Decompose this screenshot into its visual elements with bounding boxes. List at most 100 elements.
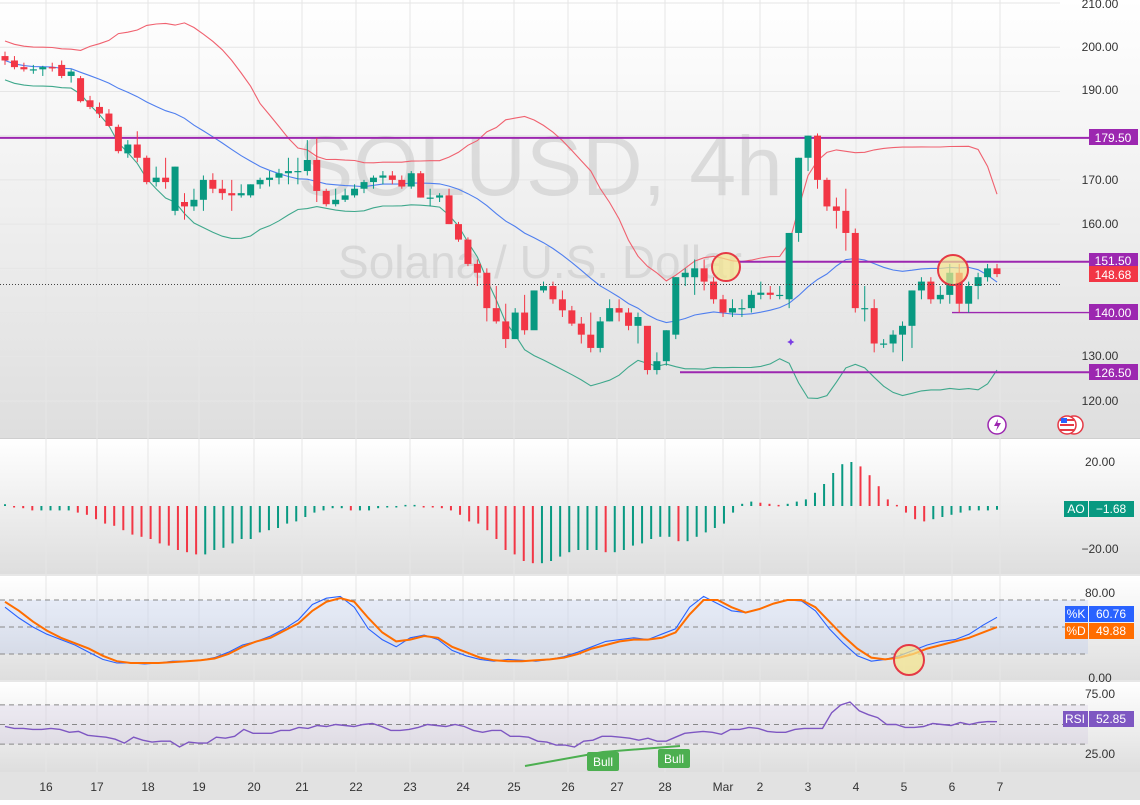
watermark-symbol: SOLUSD, 4h	[297, 119, 783, 213]
ao-bar	[31, 506, 34, 511]
lightning-icon[interactable]	[787, 338, 1007, 435]
ao-bar	[340, 506, 343, 509]
ao-label: AO	[1067, 502, 1084, 516]
candle-body	[322, 190, 330, 205]
ao-bar	[76, 506, 79, 513]
ao-value-tag[interactable]: AO −1.68	[1064, 501, 1134, 517]
candle-body	[266, 177, 274, 180]
ao-bar	[722, 506, 725, 524]
candle-body	[95, 106, 103, 114]
candle-body	[530, 290, 538, 331]
candle-body	[955, 272, 963, 304]
ao-bar	[686, 506, 689, 542]
svg-text:19: 19	[192, 780, 206, 794]
bb-lower-line	[4, 79, 998, 399]
ao-bar	[868, 475, 871, 506]
svg-text:%K: %K	[1067, 607, 1086, 621]
candle-body	[861, 308, 869, 310]
candle-body	[681, 272, 689, 278]
candle-body	[237, 193, 245, 196]
ao-bar	[104, 506, 107, 524]
ao-bar	[759, 502, 762, 506]
ao-bar	[140, 506, 143, 537]
ao-bar	[422, 506, 425, 508]
svg-text:60.76: 60.76	[1096, 607, 1126, 621]
ao-bar	[176, 506, 179, 550]
ao-bar	[577, 506, 580, 550]
level-tag-126[interactable]: 126.50	[1089, 364, 1138, 380]
bollinger-bands	[4, 22, 998, 399]
rsi-value-tag[interactable]: RSI 52.85	[1063, 711, 1134, 727]
ao-bar	[4, 504, 6, 506]
candle-body	[719, 299, 727, 313]
ao-bar	[295, 506, 298, 522]
candle-body	[974, 277, 982, 287]
ao-bar	[950, 506, 953, 515]
ao-bar	[650, 506, 653, 539]
candle-body	[927, 281, 935, 300]
candle-body	[823, 179, 831, 207]
ao-histogram	[4, 462, 998, 564]
candle-body	[766, 292, 774, 295]
ao-bar	[477, 506, 480, 524]
svg-text:5: 5	[901, 780, 908, 794]
svg-text:RSI: RSI	[1065, 712, 1085, 726]
stoch-pane[interactable]	[0, 576, 1140, 680]
candle-body	[700, 268, 708, 282]
stoch-d-tag[interactable]: %D 49.88	[1065, 623, 1134, 639]
current-price-tag[interactable]: 148.68	[1089, 266, 1138, 282]
ao-bar	[440, 506, 443, 509]
ao-bar	[895, 504, 898, 507]
svg-text:52.85: 52.85	[1096, 712, 1126, 726]
svg-text:4: 4	[853, 780, 860, 794]
candle-body	[813, 135, 821, 180]
svg-text:148.68: 148.68	[1095, 268, 1132, 282]
candle-body	[369, 177, 377, 183]
ao-bar	[504, 506, 507, 550]
level-tag-179[interactable]: 179.50	[1089, 129, 1138, 145]
ao-bar	[595, 506, 598, 550]
time-axis[interactable]	[0, 772, 1140, 800]
candle-body	[549, 286, 557, 300]
ao-bar	[914, 506, 917, 520]
candle-body	[965, 286, 973, 304]
level-tag-140[interactable]: 140.00	[1089, 304, 1138, 320]
ao-bar	[277, 506, 280, 528]
bull-divergence-label[interactable]: Bull	[658, 749, 690, 768]
candle-body	[464, 239, 472, 264]
price-axis[interactable]: 210.00 200.00 190.00 170.00 160.00 130.0…	[1082, 0, 1119, 408]
candle-body	[332, 199, 340, 205]
candle-body	[39, 67, 47, 70]
us-flag-events-icon[interactable]	[1057, 415, 1084, 435]
ao-bar	[158, 506, 161, 544]
ao-bar	[231, 506, 234, 544]
candle-body	[672, 277, 680, 335]
candle-body	[577, 323, 585, 335]
candle-body	[133, 144, 141, 158]
level-tag-151[interactable]: 151.50	[1089, 253, 1138, 268]
candle-body	[558, 299, 566, 311]
ao-bar	[622, 506, 625, 550]
svg-text:126.50: 126.50	[1095, 366, 1132, 380]
ao-bar	[968, 506, 971, 511]
candle-body	[870, 308, 878, 344]
ao-bar	[996, 506, 998, 510]
horizontal-levels[interactable]	[0, 136, 1089, 374]
bull-divergence-label[interactable]: Bull	[587, 752, 619, 771]
stoch-tick: 0.00	[1088, 671, 1112, 685]
ao-bar	[813, 492, 816, 506]
time-axis-labels[interactable]: 16 17 18 19 20 21 22 23 24 25 26 27 28 M…	[39, 780, 1003, 794]
stoch-k-tag[interactable]: %K 60.76	[1065, 606, 1134, 622]
candle-body	[596, 321, 604, 348]
candle-body	[511, 312, 519, 340]
candle-body	[785, 232, 793, 300]
ao-bar	[786, 503, 789, 506]
ao-bar	[131, 506, 134, 535]
watermark-description: Solana / U.S. Dollar	[338, 236, 742, 288]
candle-body	[936, 294, 944, 300]
candle-body	[10, 60, 18, 68]
ao-bar	[750, 501, 753, 506]
ao-bar	[67, 506, 70, 511]
